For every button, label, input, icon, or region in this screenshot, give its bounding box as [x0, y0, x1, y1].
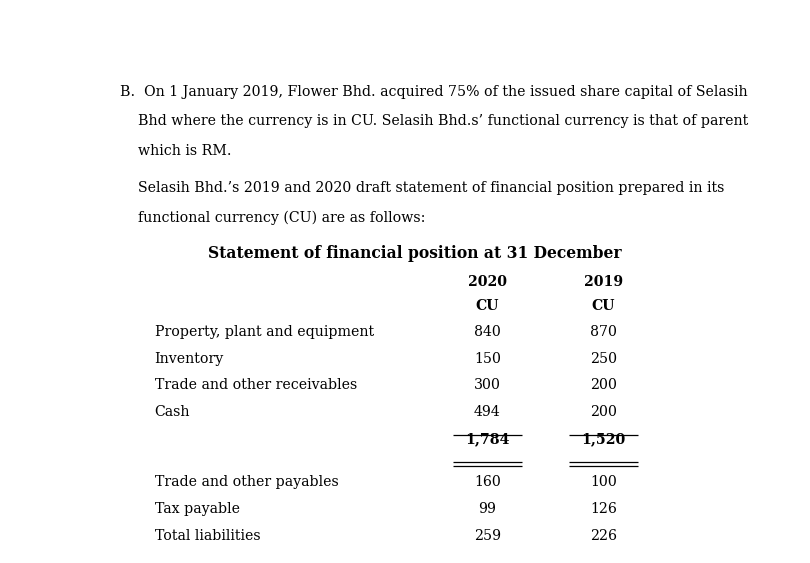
Text: 200: 200	[590, 405, 617, 419]
Text: 259: 259	[474, 529, 501, 543]
Text: 226: 226	[590, 529, 617, 543]
Text: CU: CU	[475, 298, 499, 312]
Text: 250: 250	[590, 351, 617, 365]
Text: 870: 870	[590, 325, 617, 338]
Text: 2020: 2020	[468, 275, 507, 289]
Text: 150: 150	[474, 351, 501, 365]
Text: Selasih Bhd.’s 2019 and 2020 draft statement of financial position prepared in i: Selasih Bhd.’s 2019 and 2020 draft state…	[120, 181, 724, 195]
Text: 99: 99	[479, 502, 497, 516]
Text: 494: 494	[474, 405, 501, 419]
Text: 1,520: 1,520	[582, 432, 625, 446]
Text: Tax payable: Tax payable	[155, 502, 240, 516]
Text: Total liabilities: Total liabilities	[155, 529, 260, 543]
Text: 160: 160	[474, 476, 501, 489]
Text: Trade and other receivables: Trade and other receivables	[155, 378, 357, 392]
Text: 200: 200	[590, 378, 617, 392]
Text: which is RM.: which is RM.	[120, 144, 232, 158]
Text: Statement of financial position at 31 December: Statement of financial position at 31 De…	[208, 245, 622, 262]
Text: Trade and other payables: Trade and other payables	[155, 476, 339, 489]
Text: functional currency (CU) are as follows:: functional currency (CU) are as follows:	[120, 211, 425, 225]
Text: Bhd where the currency is in CU. Selasih Bhd.s’ functional currency is that of p: Bhd where the currency is in CU. Selasih…	[120, 114, 748, 128]
Text: Property, plant and equipment: Property, plant and equipment	[155, 325, 373, 338]
Text: Inventory: Inventory	[155, 351, 224, 365]
Text: Cash: Cash	[155, 405, 190, 419]
Text: B.  On 1 January 2019, Flower Bhd. acquired 75% of the issued share capital of S: B. On 1 January 2019, Flower Bhd. acquir…	[120, 85, 748, 99]
Text: 2019: 2019	[584, 275, 623, 289]
Text: 1,784: 1,784	[465, 432, 509, 446]
Text: 300: 300	[474, 378, 501, 392]
Text: CU: CU	[591, 298, 616, 312]
Text: 840: 840	[474, 325, 501, 338]
Text: 126: 126	[590, 502, 617, 516]
Text: 100: 100	[590, 476, 617, 489]
